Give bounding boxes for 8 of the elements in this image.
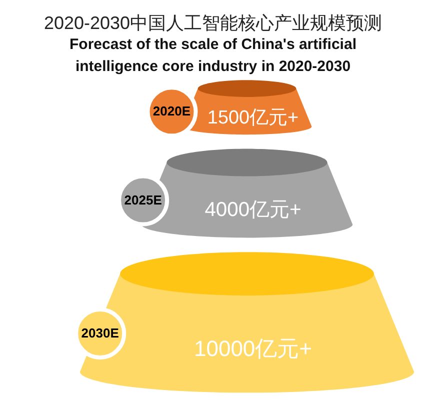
data-label: 10000亿元+ bbox=[194, 336, 312, 361]
text: Forecast of the scale of China's artificial intelligence core industry in 2020-2030 bbox=[70, 36, 356, 75]
category-label: 2025E bbox=[124, 192, 162, 208]
data-label: 4000亿元+ bbox=[204, 199, 302, 222]
category-label: 2020E bbox=[152, 104, 191, 119]
text: 2020-2030中国人工智能核心产业规模预测 bbox=[44, 13, 382, 33]
data-label: 1500亿元+ bbox=[207, 108, 299, 129]
category-label: 2030E bbox=[81, 325, 120, 340]
